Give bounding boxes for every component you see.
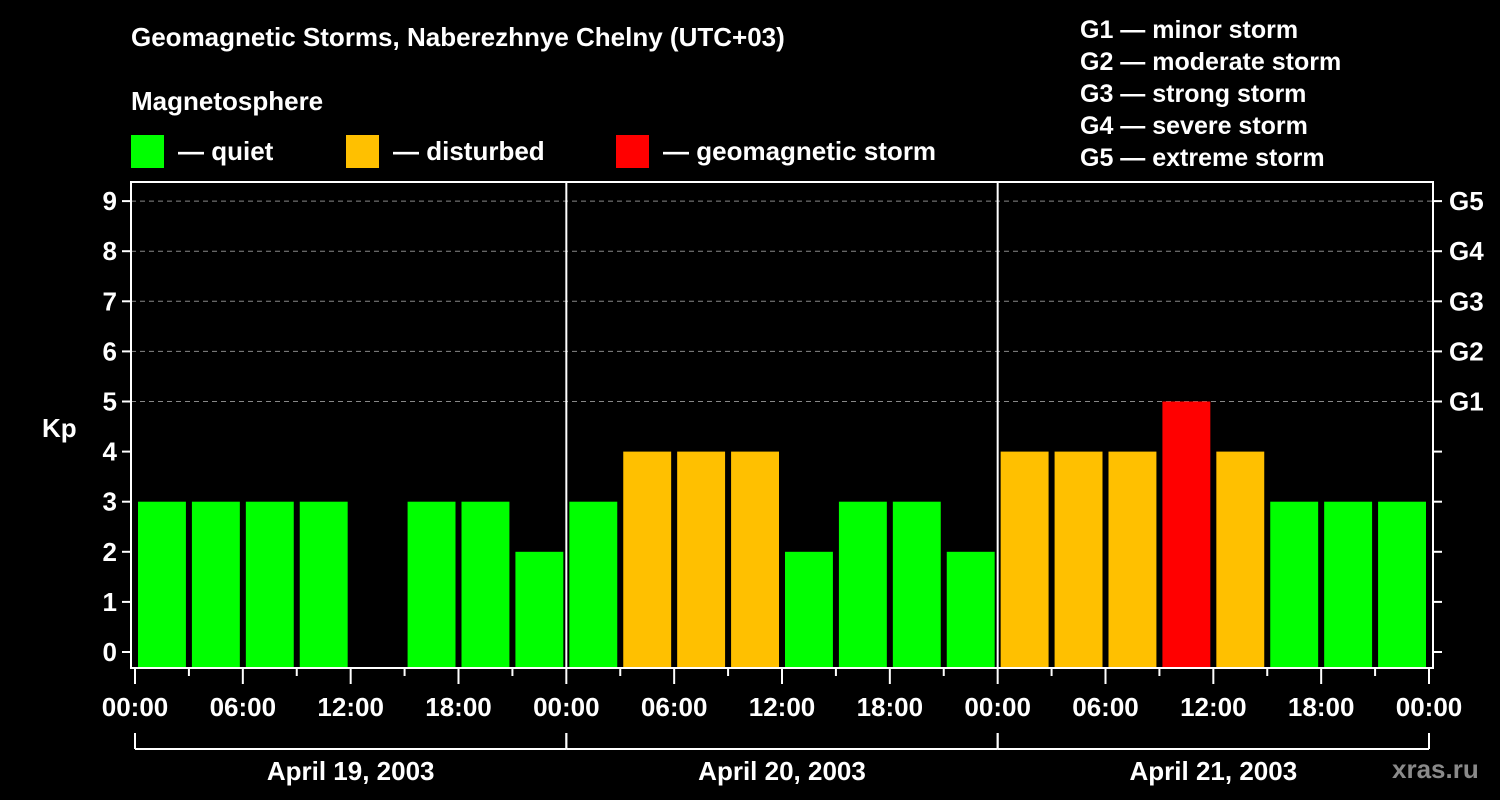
- x-tick-label: 00:00: [1396, 692, 1463, 722]
- kp-bar: [299, 501, 348, 668]
- legend-disturbed: — disturbed: [346, 134, 545, 168]
- y-tick-label: 6: [103, 336, 117, 366]
- g-level-label: G2: [1449, 336, 1484, 366]
- quiet-swatch-icon: [131, 134, 164, 168]
- kp-bar: [677, 451, 726, 668]
- y-axis-label: Kp: [42, 413, 77, 443]
- day-label: April 21, 2003: [1130, 756, 1298, 786]
- x-tick-label: 06:00: [210, 692, 277, 722]
- disturbed-swatch-icon: [346, 134, 379, 168]
- x-tick-label: 06:00: [641, 692, 708, 722]
- x-tick-label: 00:00: [102, 692, 169, 722]
- y-tick-label: 2: [103, 537, 117, 567]
- kp-bar: [1216, 451, 1265, 668]
- kp-bar: [785, 551, 833, 668]
- legend-storm: — geomagnetic storm: [616, 134, 936, 168]
- kp-bar: [623, 451, 672, 668]
- day-label: April 19, 2003: [267, 756, 435, 786]
- kp-bar: [515, 551, 564, 668]
- g-level-label: G4: [1449, 236, 1484, 266]
- kp-bar: [569, 501, 618, 668]
- kp-bar: [1162, 401, 1211, 668]
- kp-bar: [892, 501, 941, 668]
- g-level-label: G5: [1449, 186, 1484, 216]
- kp-bar: [1108, 451, 1157, 668]
- y-tick-label: 9: [103, 186, 117, 216]
- g-level-label: G3: [1449, 286, 1484, 316]
- storm-swatch-icon: [616, 134, 649, 168]
- g-level-label: G1: [1449, 387, 1484, 417]
- chart-subtitle: Magnetosphere: [131, 86, 324, 116]
- day-label: April 20, 2003: [698, 756, 866, 786]
- kp-bar: [138, 501, 186, 668]
- x-tick-label: 18:00: [857, 692, 924, 722]
- x-tick-label: 12:00: [1180, 692, 1247, 722]
- x-tick-label: 18:00: [1288, 692, 1355, 722]
- kp-bar: [946, 551, 995, 668]
- y-tick-label: 5: [103, 387, 117, 417]
- legend-quiet: — quiet: [131, 134, 273, 168]
- g1-legend: G1 — minor storm: [1080, 16, 1299, 44]
- y-tick-label: 1: [103, 587, 117, 617]
- x-tick-label: 00:00: [964, 692, 1031, 722]
- g4-legend: G4 — severe storm: [1080, 112, 1308, 140]
- kp-bar: [1378, 501, 1426, 668]
- chart-title: Geomagnetic Storms, Naberezhnye Chelny (…: [131, 22, 785, 52]
- kp-bar: [191, 501, 240, 668]
- y-tick-label: 0: [103, 637, 117, 667]
- y-tick-label: 4: [103, 437, 118, 467]
- legend-storm-label: — geomagnetic storm: [663, 135, 937, 166]
- kp-bar: [838, 501, 887, 668]
- x-tick-label: 12:00: [749, 692, 816, 722]
- x-tick-label: 12:00: [317, 692, 384, 722]
- x-tick-label: 06:00: [1072, 692, 1139, 722]
- g3-legend: G3 — strong storm: [1080, 80, 1307, 108]
- kp-bar: [731, 451, 779, 668]
- y-tick-label: 7: [103, 286, 117, 316]
- kp-bar: [245, 501, 294, 668]
- x-tick-label: 18:00: [425, 692, 492, 722]
- g2-legend: G2 — moderate storm: [1080, 48, 1342, 76]
- g5-legend: G5 — extreme storm: [1080, 144, 1325, 172]
- watermark: xras.ru: [1392, 754, 1479, 784]
- kp-bar: [407, 501, 456, 668]
- y-tick-label: 3: [103, 487, 117, 517]
- g-scale-legend: G1 — minor storm G2 — moderate storm G3 …: [1080, 14, 1341, 174]
- legend-disturbed-label: — disturbed: [393, 135, 545, 166]
- y-tick-label: 8: [103, 236, 117, 266]
- kp-bar: [1270, 501, 1319, 668]
- kp-bar: [461, 501, 510, 668]
- kp-bar: [1054, 451, 1103, 668]
- x-tick-label: 00:00: [533, 692, 600, 722]
- kp-bar: [1324, 501, 1373, 668]
- kp-bar: [1000, 451, 1049, 668]
- legend-quiet-label: — quiet: [178, 135, 274, 166]
